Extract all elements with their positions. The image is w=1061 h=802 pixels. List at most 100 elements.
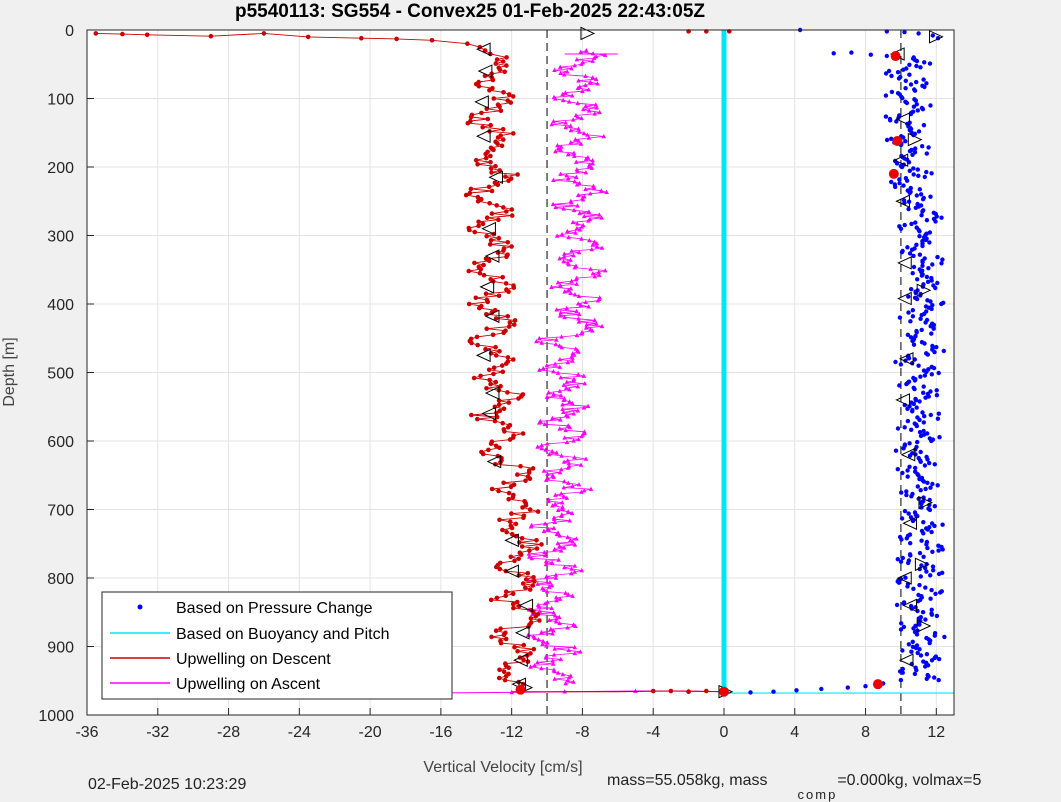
- ascent-point: [542, 552, 548, 558]
- descent-point: [486, 367, 492, 373]
- ascent-point: [561, 382, 567, 387]
- pressure-point: [932, 504, 937, 509]
- pressure-point: [909, 287, 914, 292]
- footer-comp-subscript: comp: [797, 787, 838, 802]
- pressure-point: [909, 221, 914, 227]
- direction-marker-right: [914, 557, 930, 572]
- pressure-point: [897, 181, 902, 186]
- descent-point: [510, 601, 516, 607]
- descent-point: [485, 116, 491, 122]
- pressure-point: [902, 425, 907, 430]
- ascent-point: [562, 314, 567, 320]
- descent-point: [503, 673, 509, 679]
- ascent-point: [550, 201, 556, 207]
- ascent-point: [544, 589, 550, 594]
- pressure-point: [925, 279, 931, 284]
- x-tick-label: -12: [500, 724, 523, 741]
- ascent-point: [554, 598, 559, 603]
- descent-point: [525, 659, 531, 664]
- descent-point: [486, 258, 492, 264]
- pressure-point: [906, 294, 911, 299]
- ascent-point: [550, 658, 556, 663]
- pressure-point: [908, 185, 913, 191]
- ascent-point: [557, 596, 563, 601]
- pressure-point: [925, 431, 930, 436]
- pressure-point: [924, 652, 930, 657]
- descent-point: [493, 344, 498, 350]
- descent-point: [523, 585, 528, 590]
- ascent-point: [555, 540, 561, 546]
- ascent-point: [558, 171, 563, 176]
- descent-point: [506, 324, 512, 329]
- pressure-point: [922, 373, 928, 378]
- ascent-point: [551, 652, 557, 657]
- pressure-point: [910, 338, 915, 344]
- pressure-point: [941, 348, 946, 354]
- pressure-point: [921, 554, 926, 559]
- y-tick-label: 1000: [38, 708, 74, 725]
- pressure-point: [930, 564, 936, 569]
- ascent-point: [584, 48, 589, 53]
- descent-point: [468, 186, 474, 192]
- ascent-point: [542, 549, 547, 555]
- descent-point: [495, 182, 501, 188]
- direction-marker-left: [488, 170, 503, 185]
- pressure-point: [905, 468, 910, 473]
- descent-point: [505, 240, 511, 245]
- pressure-point: [935, 483, 940, 488]
- pressure-point: [748, 690, 753, 695]
- pressure-point: [942, 634, 947, 640]
- ascent-point: [543, 561, 549, 567]
- pressure-point: [921, 420, 926, 425]
- pressure-point: [940, 522, 945, 527]
- descent-point: [501, 669, 507, 675]
- descent-point: [494, 57, 500, 62]
- pressure-point: [920, 263, 925, 268]
- x-tick-label: 0: [720, 724, 729, 741]
- descent-point: [261, 31, 267, 36]
- direction-marker-left: [514, 626, 530, 640]
- ascent-point: [574, 57, 580, 62]
- pressure-point: [927, 640, 932, 646]
- ascent-point: [560, 402, 565, 407]
- ascent-point: [561, 254, 567, 259]
- descent-point: [491, 365, 497, 371]
- descent-point: [493, 353, 499, 358]
- descent-point: [208, 33, 214, 39]
- pressure-point: [912, 378, 918, 383]
- pressure-point: [929, 529, 934, 535]
- pressure-point: [899, 250, 905, 255]
- descent-point: [515, 649, 520, 654]
- ascent-point: [572, 542, 578, 547]
- ascent-point: [576, 138, 581, 143]
- descent-point: [512, 318, 518, 323]
- x-tick-label: 8: [861, 724, 870, 741]
- ascent-point: [543, 447, 548, 452]
- descent-point: [535, 509, 541, 514]
- ascent-point: [570, 539, 576, 544]
- ascent-point: [599, 323, 605, 329]
- ascent-point: [544, 394, 550, 399]
- pressure-point: [921, 390, 926, 395]
- ascent-point: [601, 133, 607, 139]
- descent-point: [144, 32, 150, 38]
- descent-point: [510, 591, 516, 597]
- pressure-point: [899, 537, 904, 542]
- ascent-point: [586, 209, 592, 214]
- pressure-point: [905, 474, 910, 479]
- ascent-point: [552, 646, 557, 651]
- descent-point: [534, 546, 540, 551]
- descent-point: [530, 583, 536, 588]
- ascent-point: [539, 445, 544, 451]
- ascent-point: [549, 284, 554, 289]
- reference-lines: [546, 30, 902, 715]
- pressure-point: [912, 88, 918, 93]
- pressure-point: [930, 262, 935, 267]
- descent-point: [519, 536, 525, 541]
- descent-point: [510, 94, 516, 99]
- ascent-point: [602, 52, 608, 57]
- ascent-point: [537, 608, 543, 613]
- pressure-point: [902, 29, 907, 35]
- pressure-point: [936, 411, 941, 416]
- descent-point: [490, 332, 496, 338]
